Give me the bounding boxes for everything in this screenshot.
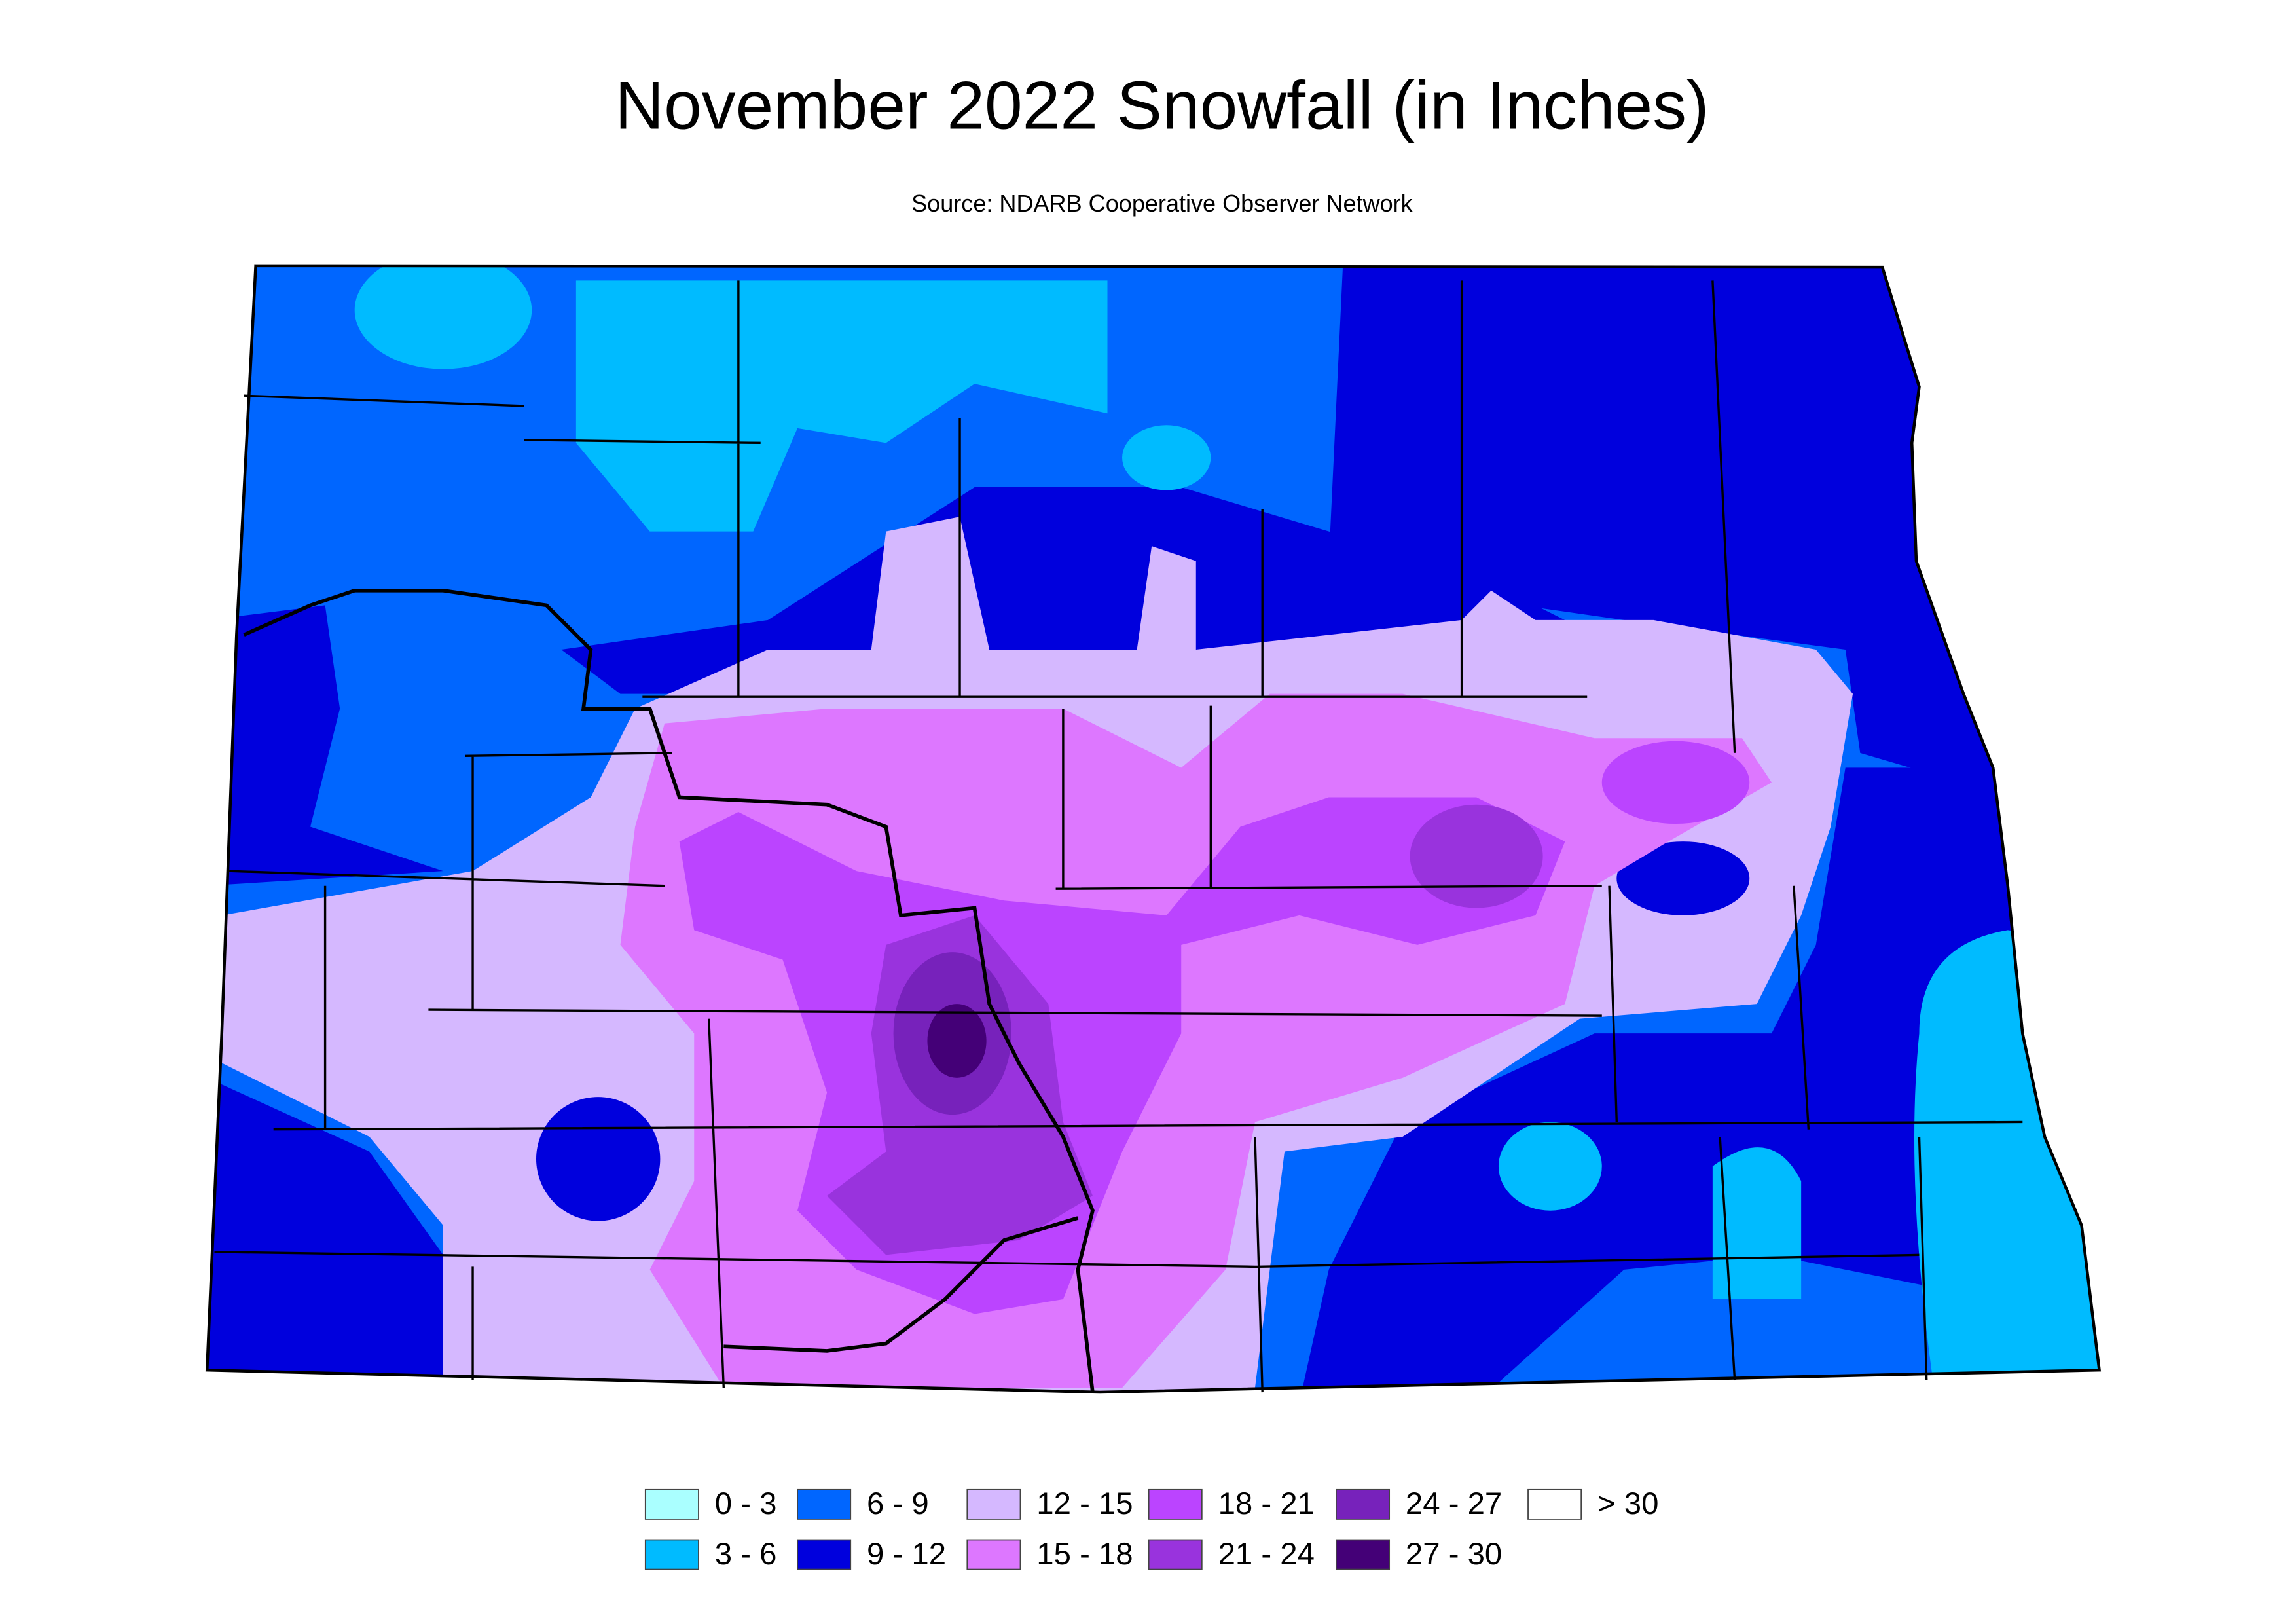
legend-label: 6 - 9 (867, 1486, 929, 1521)
state-outline (205, 264, 2102, 1394)
county-lines (214, 280, 2023, 1393)
legend-swatch (797, 1488, 852, 1520)
legend-label: 15 - 18 (1036, 1537, 1133, 1572)
zone (207, 1077, 443, 1388)
zone (575, 280, 1108, 532)
zone (927, 1004, 987, 1078)
zone (1616, 841, 1750, 915)
legend: 0 - 3 3 - 6 6 - 9 9 - 12 12 - 15 15 - 18 18 - … (644, 1486, 1658, 1572)
legend-label: 18 - 21 (1218, 1486, 1315, 1521)
legend-label: 12 - 15 (1036, 1486, 1133, 1521)
zone (1712, 1147, 1802, 1299)
zone (354, 265, 532, 369)
zone (1914, 930, 2100, 1388)
legend-label: > 30 (1597, 1486, 1658, 1521)
legend-label: 24 - 27 (1406, 1486, 1502, 1521)
river (243, 589, 1095, 1393)
subtitle: Source: NDARB Cooperative Observer Netwo… (911, 190, 1413, 217)
legend-swatch (1336, 1539, 1391, 1570)
zone (1498, 1122, 1602, 1211)
snow-zones (207, 265, 2100, 1393)
river (723, 1216, 1079, 1353)
zone (1410, 804, 1543, 908)
legend-swatch (1148, 1488, 1203, 1520)
legend-label: 0 - 3 (715, 1486, 777, 1521)
zone (207, 605, 443, 886)
zone (1299, 767, 2100, 1393)
legend-label: 9 - 12 (867, 1537, 946, 1572)
legend-label: 3 - 6 (715, 1537, 777, 1572)
legend-swatch (1527, 1488, 1582, 1520)
legend-label: 27 - 30 (1406, 1537, 1502, 1572)
legend-swatch (1148, 1539, 1203, 1570)
zone (1601, 741, 1750, 824)
legend-swatch (644, 1488, 699, 1520)
title: November 2022 Snowfall (in Inches) (615, 67, 1709, 143)
legend-swatch (644, 1539, 699, 1570)
legend-swatch (966, 1539, 1021, 1570)
legend-swatch (797, 1539, 852, 1570)
boundaries (205, 264, 2102, 1394)
zone (1122, 425, 1211, 490)
zone (1328, 265, 2100, 827)
zone (536, 1097, 661, 1221)
legend-label: 21 - 24 (1218, 1537, 1315, 1572)
legend-swatch (1336, 1488, 1391, 1520)
legend-swatch (966, 1488, 1021, 1520)
